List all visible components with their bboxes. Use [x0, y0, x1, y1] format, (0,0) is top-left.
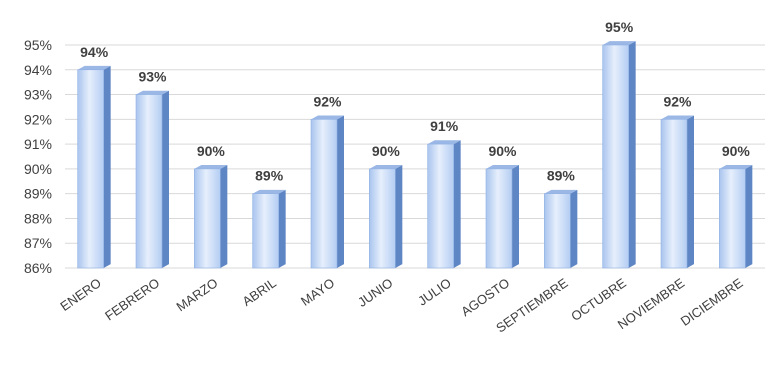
- category-label-marzo: MARZO: [173, 275, 220, 314]
- bar-octubre: [602, 41, 636, 269]
- data-label-mayo: 92%: [313, 93, 342, 109]
- bar-front: [310, 119, 338, 269]
- grid-lines: [65, 44, 765, 269]
- bar-side: [512, 165, 519, 268]
- bar-noviembre: [660, 115, 694, 269]
- category-label-agosto: AGOSTO: [458, 275, 512, 319]
- bar-junio: [369, 165, 403, 269]
- data-label-julio: 91%: [430, 118, 459, 134]
- bar-front: [194, 168, 221, 269]
- bar-side: [162, 90, 169, 268]
- y-tick-label: 90%: [24, 161, 52, 177]
- y-tick-label: 87%: [24, 235, 52, 251]
- y-tick-label: 95%: [24, 37, 52, 53]
- bar-front: [544, 193, 571, 269]
- bar-side: [337, 115, 344, 268]
- bar-top: [136, 90, 169, 95]
- bar-top: [486, 165, 519, 169]
- bar-top: [369, 165, 403, 169]
- data-label-octubre: 95%: [605, 19, 634, 35]
- bar-diciembre: [719, 165, 753, 269]
- bar-front: [135, 94, 163, 269]
- bar-julio: [427, 140, 461, 269]
- bar-abril: [252, 189, 286, 269]
- bar-side: [687, 115, 694, 268]
- category-label-febrero: FEBRERO: [102, 275, 162, 323]
- y-tick-label: 86%: [24, 260, 52, 276]
- bar-side: [453, 140, 461, 268]
- bar-side: [220, 165, 228, 268]
- bar-top: [661, 115, 694, 120]
- bar-side: [395, 165, 403, 268]
- bar-enero: [77, 65, 111, 269]
- bar-top: [427, 140, 461, 145]
- bar-agosto: [485, 165, 519, 269]
- bar-top: [311, 115, 344, 120]
- y-tick-label: 92%: [24, 111, 52, 127]
- bar-top: [602, 41, 636, 45]
- bar-septiembre: [544, 189, 578, 269]
- category-label-junio: JUNIO: [355, 275, 396, 310]
- bar-front: [369, 168, 396, 269]
- bar-top: [544, 189, 578, 194]
- y-tick-label: 93%: [24, 87, 52, 103]
- category-label-mayo: MAYO: [298, 275, 337, 309]
- category-label-diciembre: DICIEMBRE: [678, 275, 746, 329]
- data-label-abril: 89%: [255, 168, 284, 184]
- bar-side: [745, 165, 753, 268]
- bar-front: [719, 168, 746, 269]
- bar-front: [602, 44, 629, 269]
- bar-mayo: [310, 115, 344, 269]
- bar-front: [77, 69, 104, 269]
- data-labels: 94% 93% 90% 89% 92% 90% 91% 90% 89% 95% 92% 90%: [80, 19, 750, 184]
- bar-marzo: [194, 165, 228, 269]
- bar-febrero: [135, 90, 169, 269]
- data-label-junio: 90%: [372, 143, 401, 159]
- y-tick-label: 94%: [24, 62, 52, 78]
- bar-top: [719, 165, 753, 169]
- category-label-enero: ENERO: [57, 275, 103, 314]
- bar-top: [252, 189, 286, 194]
- data-label-marzo: 90%: [197, 143, 226, 159]
- category-label-abril: ABRIL: [240, 275, 279, 309]
- bar-side: [570, 189, 578, 268]
- bar-front: [660, 119, 688, 269]
- bar-top: [77, 65, 111, 70]
- data-label-septiembre: 89%: [547, 168, 576, 184]
- bar-front: [427, 143, 454, 269]
- y-tick-label: 88%: [24, 210, 52, 226]
- data-label-noviembre: 92%: [663, 93, 692, 109]
- y-tick-label: 91%: [24, 136, 52, 152]
- bar-front: [485, 168, 513, 269]
- y-tick-label: 89%: [24, 186, 52, 202]
- bar-front: [252, 193, 279, 269]
- y-axis-ticks: 86% 87% 88% 89% 90% 91% 92% 93% 94% 95%: [24, 37, 52, 276]
- category-label-julio: JULIO: [415, 275, 454, 308]
- bars: [77, 41, 753, 269]
- data-label-febrero: 93%: [138, 69, 167, 85]
- bar-side: [628, 41, 636, 269]
- bar-side: [103, 65, 111, 268]
- data-label-diciembre: 90%: [722, 143, 751, 159]
- bar-top: [194, 165, 228, 169]
- bar-side: [278, 189, 286, 268]
- data-label-enero: 94%: [80, 44, 109, 60]
- data-label-agosto: 90%: [488, 143, 517, 159]
